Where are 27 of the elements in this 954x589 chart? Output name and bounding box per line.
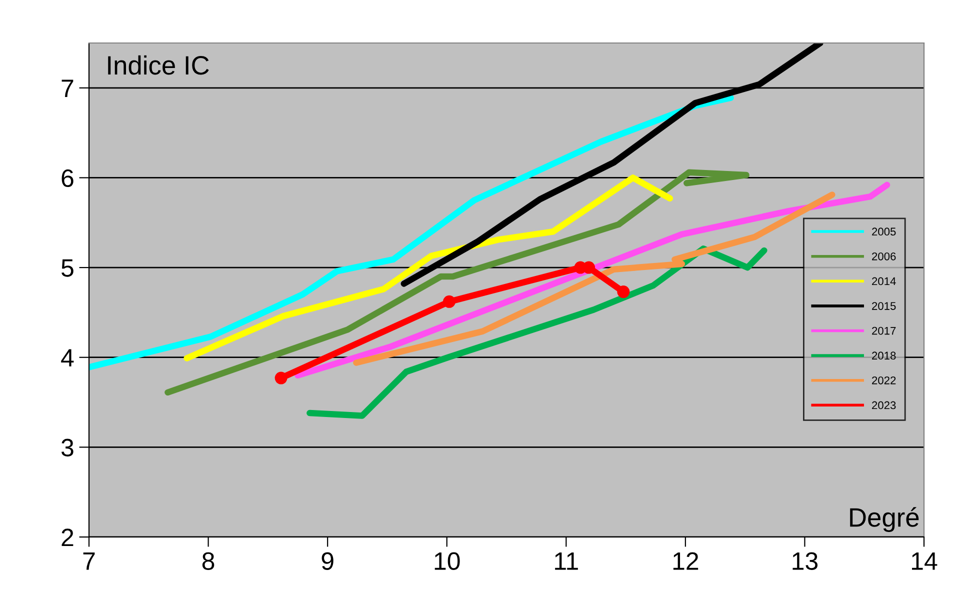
point	[274, 372, 288, 384]
x-tick-label: 13	[792, 552, 818, 570]
y-tick-label: 3	[61, 438, 74, 456]
x-tick-label: 8	[202, 552, 214, 570]
legend-label: 2014	[872, 277, 896, 286]
x-tick-label: 12	[673, 552, 698, 570]
legend-label: 2006	[872, 252, 896, 260]
y-tick-label: 2	[62, 528, 74, 546]
x-tick-label: 14	[912, 552, 938, 570]
legend-label: 2022	[872, 376, 896, 384]
y-axis-title: Indice IC	[108, 55, 209, 75]
x-tick-label: 9	[322, 552, 334, 570]
legend-label: 2018	[872, 352, 896, 360]
y-tick-label: 5	[62, 259, 74, 277]
legend-label: 2017	[872, 326, 896, 335]
y-tick-label: 6	[62, 169, 74, 188]
x-tick-label: 11	[555, 552, 578, 570]
legend-label: 2015	[872, 302, 896, 310]
legend-label: 2023	[872, 401, 896, 410]
x-axis-title: Degré	[850, 507, 919, 532]
point	[617, 286, 630, 298]
point	[442, 295, 456, 308]
x-tick-label: 10	[434, 552, 460, 570]
legend-label: 2005	[872, 228, 896, 236]
y-tick-label: 7	[62, 80, 74, 97]
y-tick-label: 4	[61, 349, 74, 366]
x-tick-label: 7	[83, 552, 95, 570]
